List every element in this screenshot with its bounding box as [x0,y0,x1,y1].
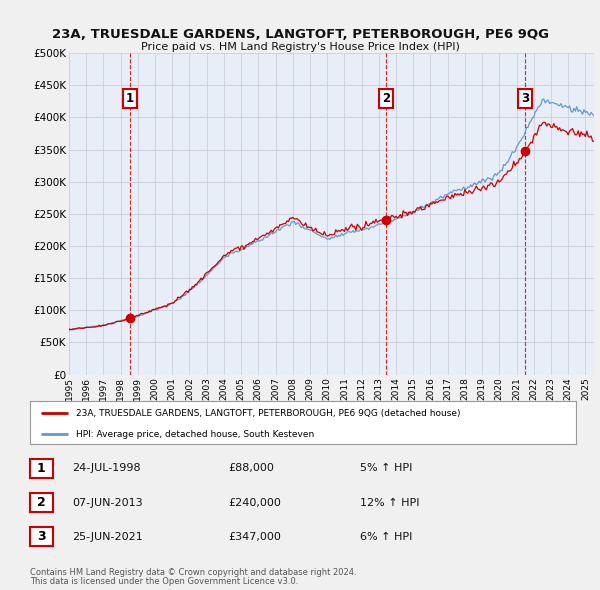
Text: 23A, TRUESDALE GARDENS, LANGTOFT, PETERBOROUGH, PE6 9QG: 23A, TRUESDALE GARDENS, LANGTOFT, PETERB… [52,28,548,41]
Text: 1: 1 [37,462,46,475]
Text: 25-JUN-2021: 25-JUN-2021 [72,532,143,542]
Text: 3: 3 [37,530,46,543]
Text: £240,000: £240,000 [228,498,281,507]
Text: 12% ↑ HPI: 12% ↑ HPI [360,498,419,507]
Text: £88,000: £88,000 [228,464,274,473]
Text: 24-JUL-1998: 24-JUL-1998 [72,464,140,473]
Text: Price paid vs. HM Land Registry's House Price Index (HPI): Price paid vs. HM Land Registry's House … [140,42,460,52]
Text: 2: 2 [37,496,46,509]
Text: 6% ↑ HPI: 6% ↑ HPI [360,532,412,542]
Text: 07-JUN-2013: 07-JUN-2013 [72,498,143,507]
Text: HPI: Average price, detached house, South Kesteven: HPI: Average price, detached house, Sout… [76,430,314,439]
Text: £347,000: £347,000 [228,532,281,542]
Text: 1: 1 [126,91,134,104]
Text: This data is licensed under the Open Government Licence v3.0.: This data is licensed under the Open Gov… [30,577,298,586]
Text: Contains HM Land Registry data © Crown copyright and database right 2024.: Contains HM Land Registry data © Crown c… [30,568,356,577]
Text: 23A, TRUESDALE GARDENS, LANGTOFT, PETERBOROUGH, PE6 9QG (detached house): 23A, TRUESDALE GARDENS, LANGTOFT, PETERB… [76,409,461,418]
Text: 2: 2 [382,91,391,104]
Text: 3: 3 [521,91,529,104]
Text: 5% ↑ HPI: 5% ↑ HPI [360,464,412,473]
